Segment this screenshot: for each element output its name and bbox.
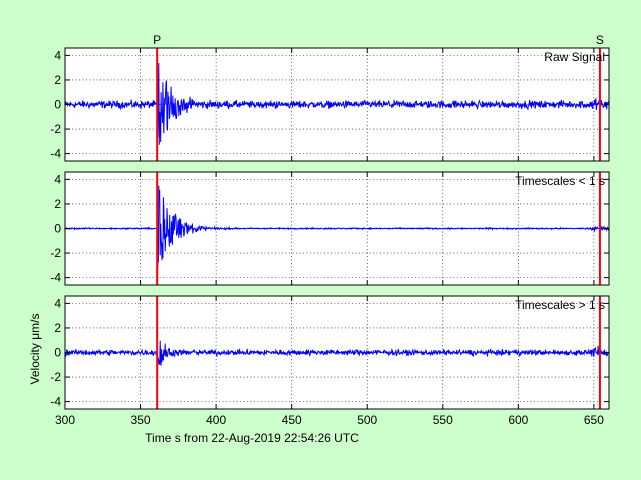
- panel-label: Raw Signal: [544, 50, 605, 64]
- y-axis-label: Velocity μm/s: [28, 314, 42, 385]
- y-tick-label: -2: [50, 246, 61, 260]
- y-tick-label: 2: [54, 321, 61, 335]
- x-axis-label: Time s from 22-Aug-2019 22:54:26 UTC: [145, 431, 359, 445]
- x-tick-label: 550: [433, 413, 453, 427]
- x-tick-labels: 300 350 400 450 500 550 600 650: [55, 413, 604, 427]
- marker-label-p: P: [153, 33, 161, 47]
- x-tick-label: 650: [584, 413, 604, 427]
- y-tick-label: 4: [54, 48, 61, 62]
- x-tick-label: 600: [508, 413, 528, 427]
- signal-trace: [64, 340, 610, 373]
- y-tick-label: 4: [54, 296, 61, 310]
- y-tick-label: -2: [50, 122, 61, 136]
- y-tick-label: -2: [50, 370, 61, 384]
- y-tick-label: 2: [54, 197, 61, 211]
- y-tick-label: 0: [54, 222, 61, 236]
- ticks: [65, 172, 609, 285]
- ticks: [65, 296, 609, 409]
- marker-label-s: S: [596, 33, 604, 47]
- panel-2: Timescales < 1 s -4 -2 0 2 4: [50, 171, 610, 286]
- x-tick-label: 300: [55, 413, 75, 427]
- signal-trace: [64, 62, 610, 145]
- panel-1: Raw Signal -4 -2 0 2 4: [50, 47, 610, 162]
- x-tick-label: 350: [131, 413, 151, 427]
- y-tick-label: -4: [50, 271, 61, 285]
- panel-label: Timescales > 1 s: [515, 298, 605, 312]
- y-tick-label: 0: [54, 346, 61, 360]
- y-tick-label: 0: [54, 98, 61, 112]
- y-tick-label: 2: [54, 73, 61, 87]
- y-tick-label: -4: [50, 147, 61, 161]
- x-tick-label: 400: [206, 413, 226, 427]
- x-tick-label: 500: [357, 413, 377, 427]
- panels-layer: Raw Signal -4 -2 0 2 4 Timescales < 1 s -4 -2 0 2 4…: [50, 47, 610, 410]
- ticks: [65, 48, 609, 161]
- x-tick-label: 450: [282, 413, 302, 427]
- y-tick-label: -4: [50, 395, 61, 409]
- panel-3: Timescales > 1 s -4 -2 0 2 4: [50, 295, 610, 410]
- signal-trace: [64, 185, 610, 277]
- y-tick-label: 4: [54, 172, 61, 186]
- panel-label: Timescales < 1 s: [515, 174, 605, 188]
